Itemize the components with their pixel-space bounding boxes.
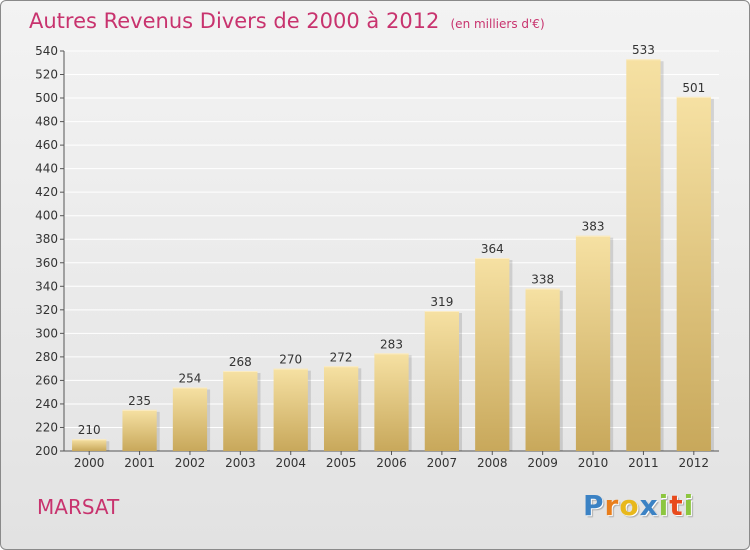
- data-label: 268: [229, 355, 252, 369]
- bar: [626, 59, 661, 452]
- x-tick-label: 2007: [427, 456, 458, 470]
- data-label: 319: [430, 295, 453, 309]
- bars: [72, 59, 714, 452]
- data-label: 533: [632, 43, 655, 57]
- data-label: 364: [481, 242, 504, 256]
- logo-letter: i: [683, 489, 695, 522]
- y-tick-label: 420: [35, 185, 58, 199]
- chart-unit: (en milliers d'€): [450, 17, 545, 31]
- x-tick-label: 2009: [527, 456, 558, 470]
- logo-letter: x: [639, 489, 659, 522]
- x-tick-label: 2002: [175, 456, 206, 470]
- y-tick-label: 240: [35, 397, 58, 411]
- x-tick-label: 2010: [578, 456, 609, 470]
- chart-title: Autres Revenus Divers de 2000 à 2012 (en…: [29, 9, 545, 33]
- bar: [273, 368, 308, 451]
- y-tick-label: 200: [35, 444, 58, 458]
- y-tick-label: 460: [35, 138, 58, 152]
- x-tick-label: 2003: [225, 456, 256, 470]
- data-label: 383: [582, 220, 605, 234]
- y-tick-label: 440: [35, 162, 58, 176]
- y-tick-label: 540: [35, 44, 58, 58]
- bar: [424, 311, 460, 451]
- data-label: 210: [78, 423, 101, 437]
- logo-letter: P: [583, 489, 605, 522]
- town-name: MARSAT: [37, 495, 120, 519]
- logo-letter: o: [619, 489, 640, 522]
- bar: [374, 353, 409, 451]
- logo-letter: i: [658, 489, 670, 522]
- x-tick-label: 2006: [376, 456, 407, 470]
- y-tick-label: 260: [35, 373, 58, 387]
- data-label: 283: [380, 337, 403, 351]
- bar: [122, 409, 157, 451]
- y-tick-label: 380: [35, 232, 58, 246]
- bar: [676, 96, 711, 451]
- proxiti-logo: Proxiti: [583, 489, 694, 522]
- data-label: 235: [128, 394, 151, 408]
- data-label: 272: [330, 350, 353, 364]
- bar: [575, 235, 611, 451]
- bar: [172, 387, 208, 451]
- bar: [475, 258, 510, 451]
- y-tick-label: 500: [35, 91, 58, 105]
- y-tick-label: 220: [35, 420, 58, 434]
- bar: [323, 366, 359, 451]
- y-tick-label: 340: [35, 279, 58, 293]
- x-tick-label: 2005: [326, 456, 357, 470]
- x-tick-label: 2011: [628, 456, 659, 470]
- y-tick-label: 520: [35, 68, 58, 82]
- y-tick-label: 400: [35, 209, 58, 223]
- y-tick-label: 360: [35, 256, 58, 270]
- labels: 200 220 240 260 280 300 320 340 360 380 400 420 440 4…: [35, 43, 709, 470]
- data-label: 338: [531, 273, 554, 287]
- data-label: 254: [179, 371, 202, 385]
- y-tick-label: 480: [35, 115, 58, 129]
- y-tick-label: 300: [35, 326, 58, 340]
- logo-letter: r: [604, 489, 620, 522]
- chart-title-text: Autres Revenus Divers de 2000 à 2012: [29, 9, 440, 33]
- x-tick-label: 2012: [679, 456, 710, 470]
- x-tick-label: 2008: [477, 456, 508, 470]
- data-label: 501: [682, 81, 705, 95]
- x-tick-label: 2000: [74, 456, 105, 470]
- bar: [72, 439, 107, 451]
- bar: [223, 371, 258, 451]
- x-tick-label: 2004: [275, 456, 306, 470]
- bar: [525, 288, 560, 451]
- logo-letter: t: [669, 489, 684, 522]
- data-label: 270: [279, 353, 302, 367]
- y-tick-label: 280: [35, 350, 58, 364]
- y-tick-label: 320: [35, 303, 58, 317]
- x-tick-label: 2001: [124, 456, 155, 470]
